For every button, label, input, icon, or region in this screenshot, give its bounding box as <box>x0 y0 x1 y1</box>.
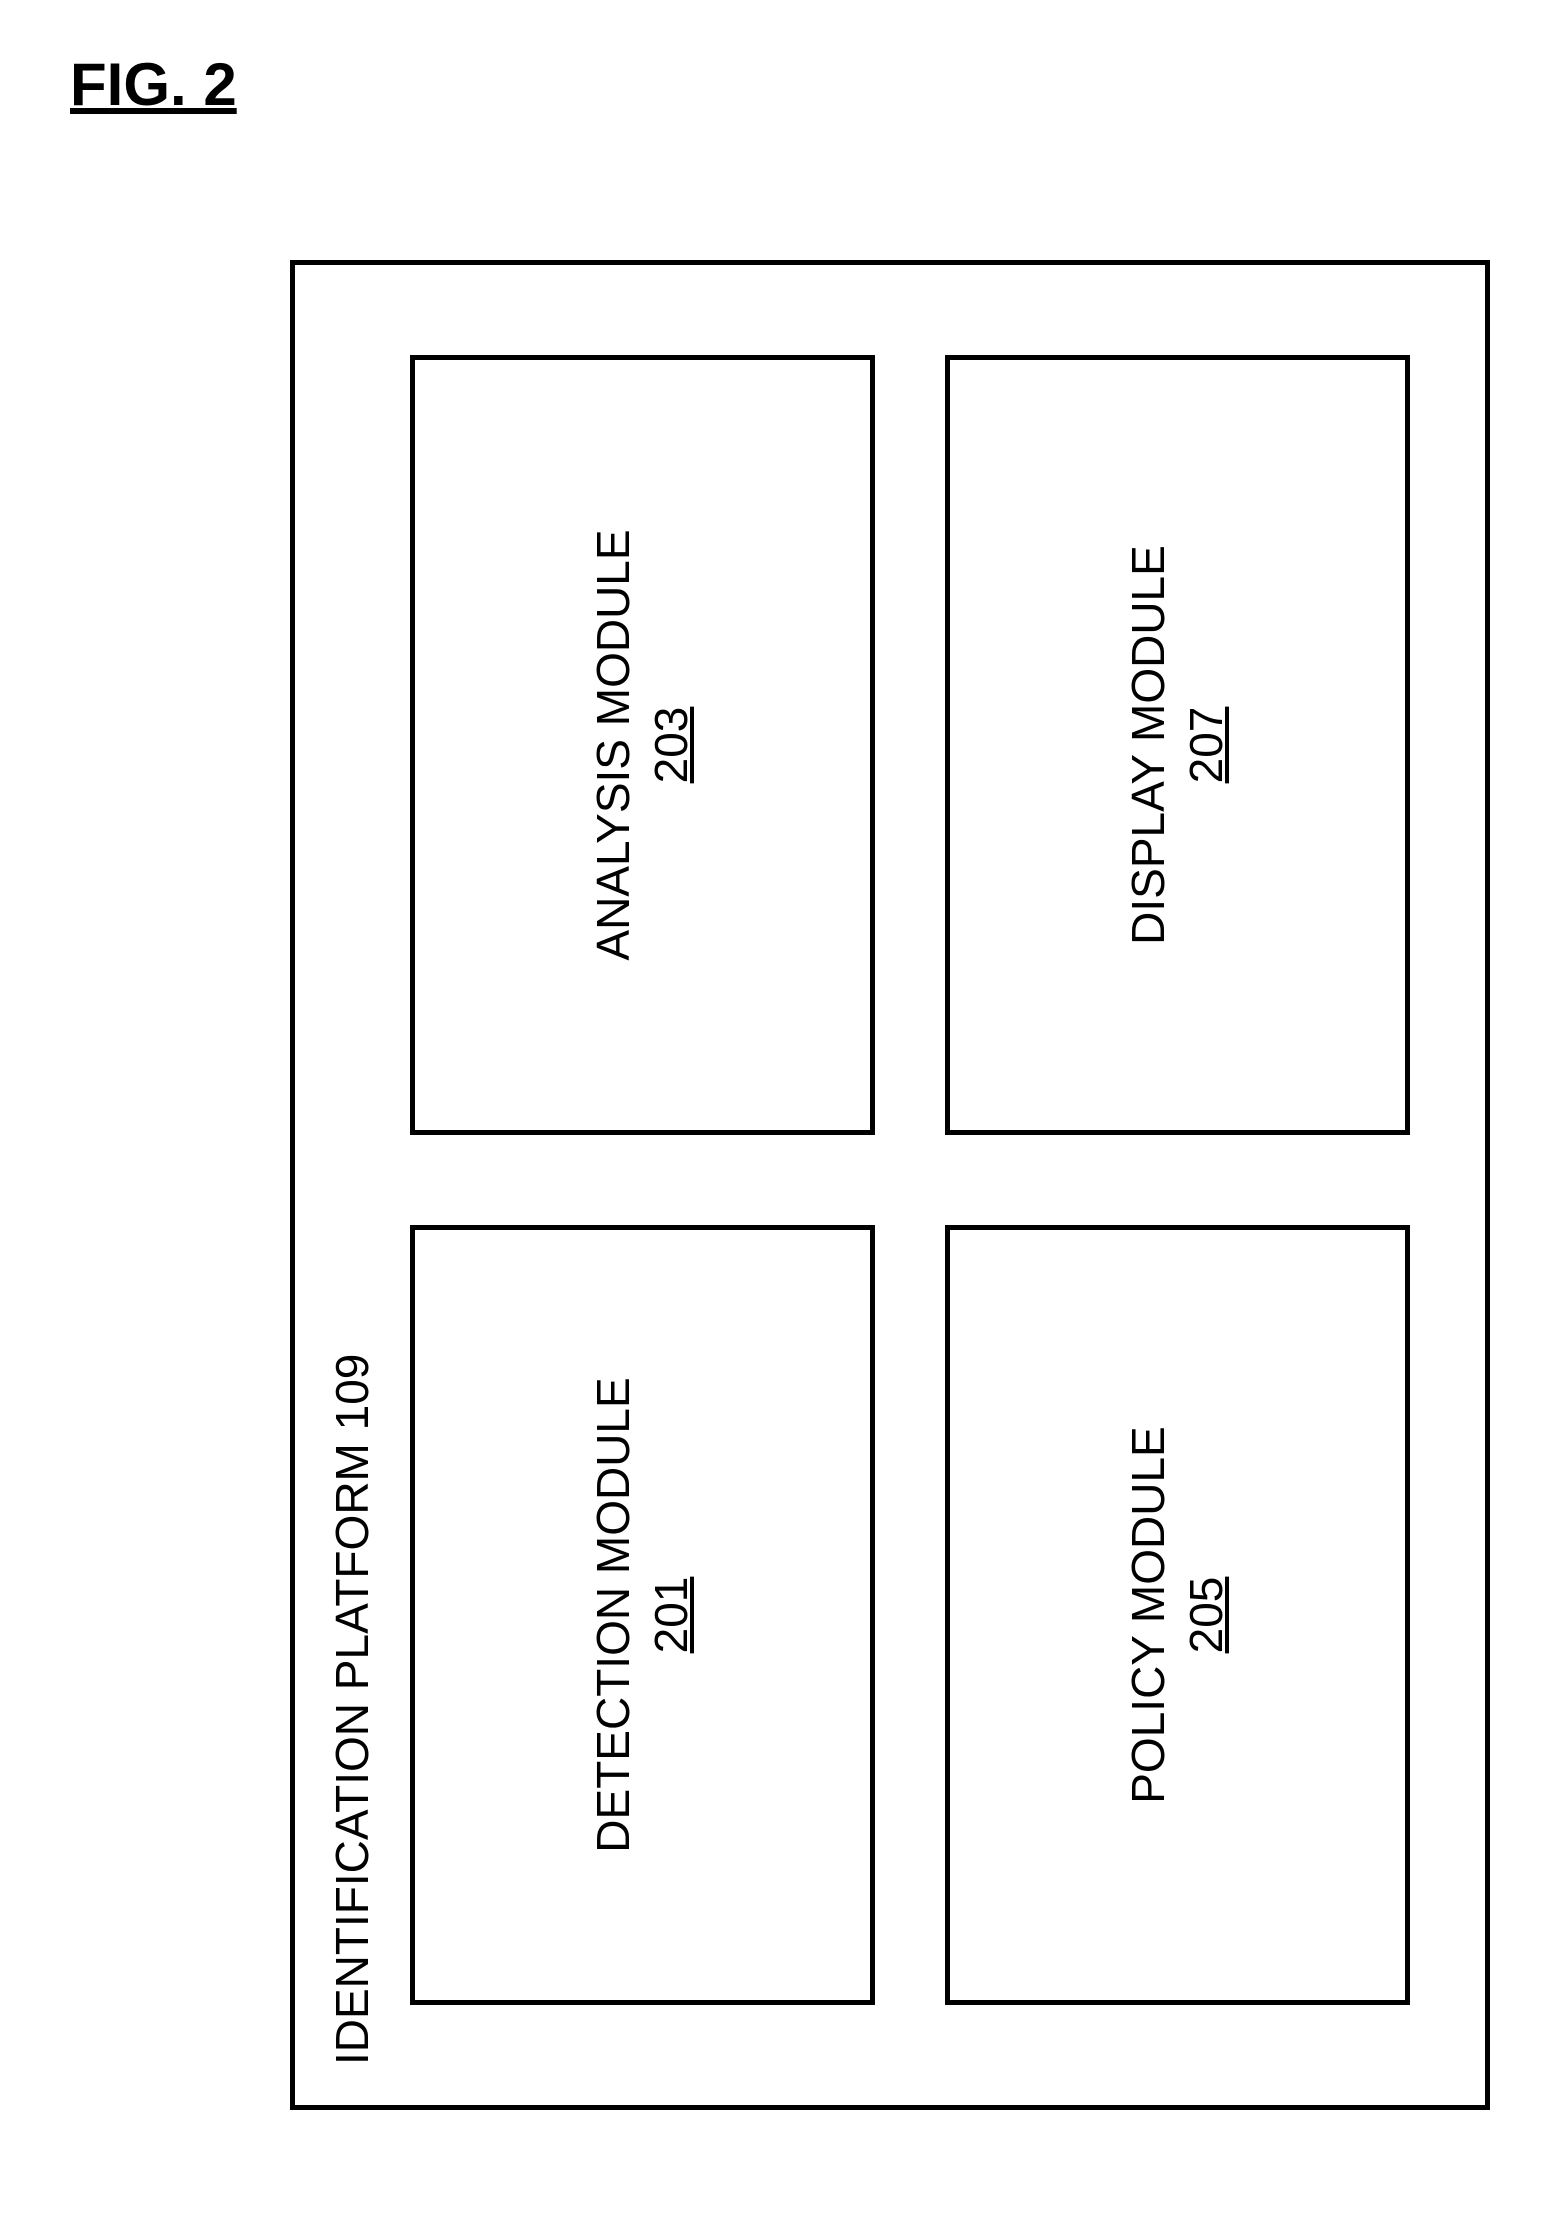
module-name: POLICY MODULE <box>1122 1426 1175 1803</box>
module-name: DETECTION MODULE <box>587 1377 640 1852</box>
figure-label: FIG. 2 <box>70 50 237 119</box>
module-number: 207 <box>1179 707 1233 784</box>
module-name: DISPLAY MODULE <box>1122 545 1175 945</box>
identification-platform-box: IDENTIFICATION PLATFORM 109 DETECTION MO… <box>290 260 1490 2110</box>
module-number: 203 <box>644 707 698 784</box>
diagram-rotated-wrapper: IDENTIFICATION PLATFORM 109 DETECTION MO… <box>290 260 1490 2110</box>
page: FIG. 2 IDENTIFICATION PLATFORM 109 DETEC… <box>0 0 1559 2233</box>
module-name: ANALYSIS MODULE <box>587 529 640 960</box>
policy-module-box: POLICY MODULE 205 <box>945 1225 1410 2005</box>
display-module-box: DISPLAY MODULE 207 <box>945 355 1410 1135</box>
identification-platform-title: IDENTIFICATION PLATFORM 109 <box>325 1354 379 2065</box>
module-number: 201 <box>644 1577 698 1654</box>
detection-module-box: DETECTION MODULE 201 <box>410 1225 875 2005</box>
modules-grid: DETECTION MODULE 201 ANALYSIS MODULE 203… <box>410 355 1410 2005</box>
analysis-module-box: ANALYSIS MODULE 203 <box>410 355 875 1135</box>
module-number: 205 <box>1179 1577 1233 1654</box>
